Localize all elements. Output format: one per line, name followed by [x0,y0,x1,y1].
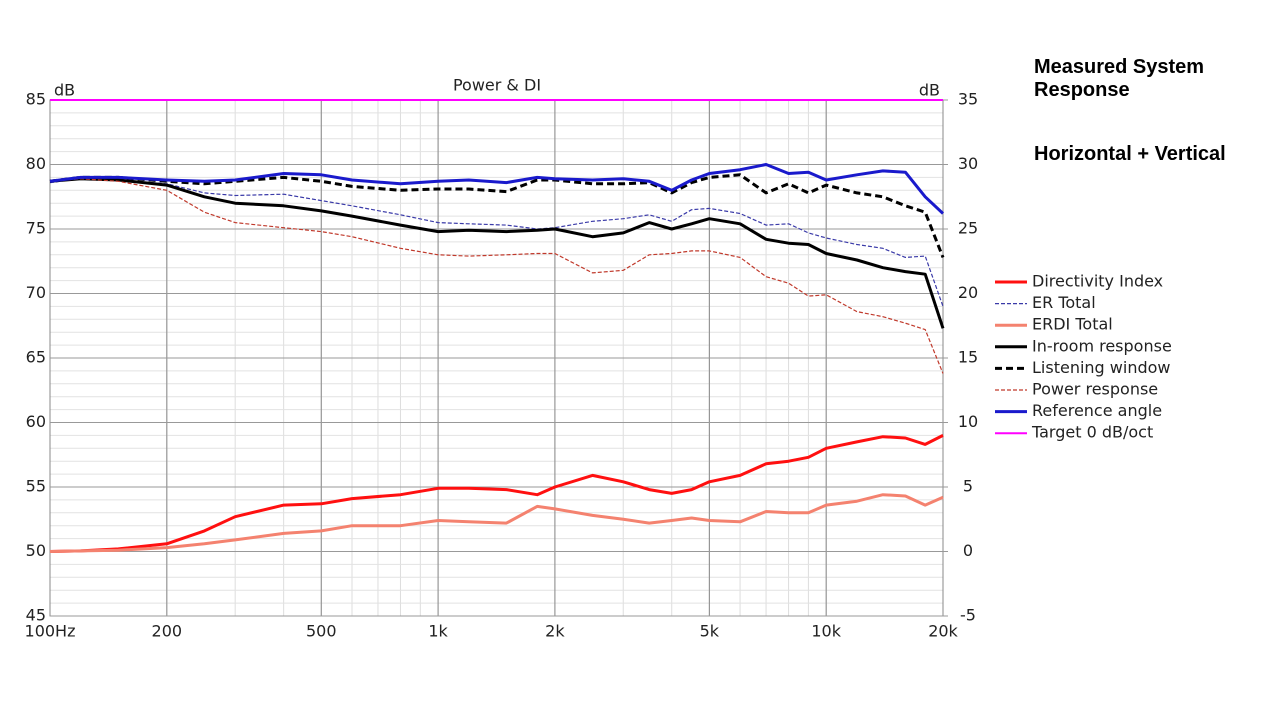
annotation: Measured System Response [1034,56,1205,101]
y2-tick-label: 5 [963,477,973,496]
chart-title: Power & DI [453,76,541,95]
y2-tick-label: -5 [960,606,976,625]
y-tick-label: 85 [26,90,46,109]
y-tick-label: 60 [26,412,46,431]
legend-label: Directivity Index [1032,272,1163,291]
y2-tick-label: 25 [958,219,978,238]
y-tick-label: 65 [26,348,46,367]
y2-tick-label: 0 [963,541,973,560]
y2-tick-label: 30 [958,154,978,173]
series-line [49,493,944,553]
x-tick-label: 20k [928,622,958,641]
x-tick-label: 1k [428,622,448,641]
series-line [49,177,945,329]
y2-tick-label: 10 [958,412,978,431]
legend-label: ER Total [1032,293,1096,312]
y2-tick-label: 15 [958,348,978,367]
y-tick-label: 50 [26,541,46,560]
legend-label: ERDI Total [1032,315,1113,334]
y2-tick-label: 35 [958,90,978,109]
annotation: Horizontal + Vertical [1034,143,1226,165]
x-tick-label: 500 [306,622,337,641]
series-line [49,434,944,553]
series-line [49,173,945,258]
series-line [49,178,944,307]
x-tick-label: 2k [545,622,565,641]
series-line [49,163,945,215]
y-tick-label: 55 [26,477,46,496]
legend-label: Reference angle [1032,401,1162,420]
x-tick-label: 200 [152,622,183,641]
y-tick-label: 80 [26,154,46,173]
y-tick-label: 75 [26,219,46,238]
y2-tick-label: 20 [958,283,978,302]
series-line [49,178,944,374]
x-tick-label: 5k [700,622,720,641]
legend-label: Listening window [1032,358,1170,377]
y-tick-label: 45 [26,606,46,625]
x-tick-label: 10k [811,622,841,641]
y-axis-label: dB [54,81,75,100]
legend-label: Power response [1032,380,1158,399]
legend-label: In-room response [1032,336,1172,355]
x-tick-label: 100Hz [25,622,76,641]
y-tick-label: 70 [26,283,46,302]
legend-label: Target 0 dB/oct [1031,423,1153,442]
y2-axis-label: dB [919,81,940,100]
